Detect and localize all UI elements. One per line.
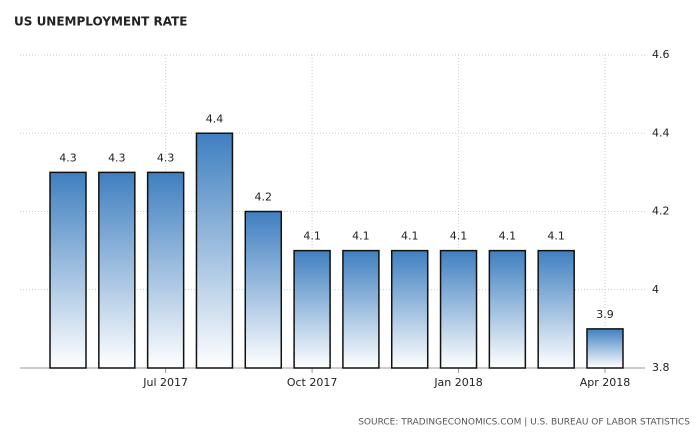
bar bbox=[342, 249, 380, 369]
value-label: 4.4 bbox=[206, 112, 224, 125]
x-tick-label: Jan 2018 bbox=[433, 376, 482, 389]
y-tick-label: 4.6 bbox=[652, 48, 670, 61]
value-label: 4.1 bbox=[303, 230, 321, 243]
bar bbox=[244, 210, 283, 369]
value-label: 4.1 bbox=[499, 230, 517, 243]
bar bbox=[390, 249, 429, 369]
x-tick-label: Apr 2018 bbox=[580, 376, 631, 389]
bar bbox=[586, 328, 624, 369]
value-label: 4.1 bbox=[450, 230, 468, 243]
value-label: 3.9 bbox=[596, 308, 614, 321]
value-label: 4.3 bbox=[108, 151, 126, 164]
y-tick-label: 4 bbox=[652, 283, 659, 296]
value-label: 4.1 bbox=[401, 230, 419, 243]
value-label: 4.1 bbox=[547, 230, 565, 243]
bar bbox=[49, 171, 87, 369]
source-note: SOURCE: TRADINGECONOMICS.COM | U.S. BURE… bbox=[358, 418, 690, 428]
bar bbox=[488, 249, 527, 369]
bar bbox=[537, 249, 575, 369]
y-tick-label: 3.8 bbox=[652, 361, 670, 374]
value-label: 4.3 bbox=[157, 151, 175, 164]
bar bbox=[146, 171, 185, 369]
y-tick-label: 4.4 bbox=[652, 126, 670, 139]
chart-title: US UNEMPLOYMENT RATE bbox=[14, 15, 188, 29]
bar bbox=[293, 249, 331, 369]
value-label: 4.1 bbox=[352, 230, 370, 243]
x-tick-label: Oct 2017 bbox=[287, 376, 338, 389]
value-label: 4.2 bbox=[255, 191, 273, 204]
bar bbox=[439, 249, 478, 369]
bar bbox=[195, 132, 234, 369]
bar bbox=[98, 171, 136, 369]
y-tick-label: 4.2 bbox=[652, 205, 670, 218]
x-tick-label: Jul 2017 bbox=[142, 376, 188, 389]
value-label: 4.3 bbox=[59, 151, 77, 164]
